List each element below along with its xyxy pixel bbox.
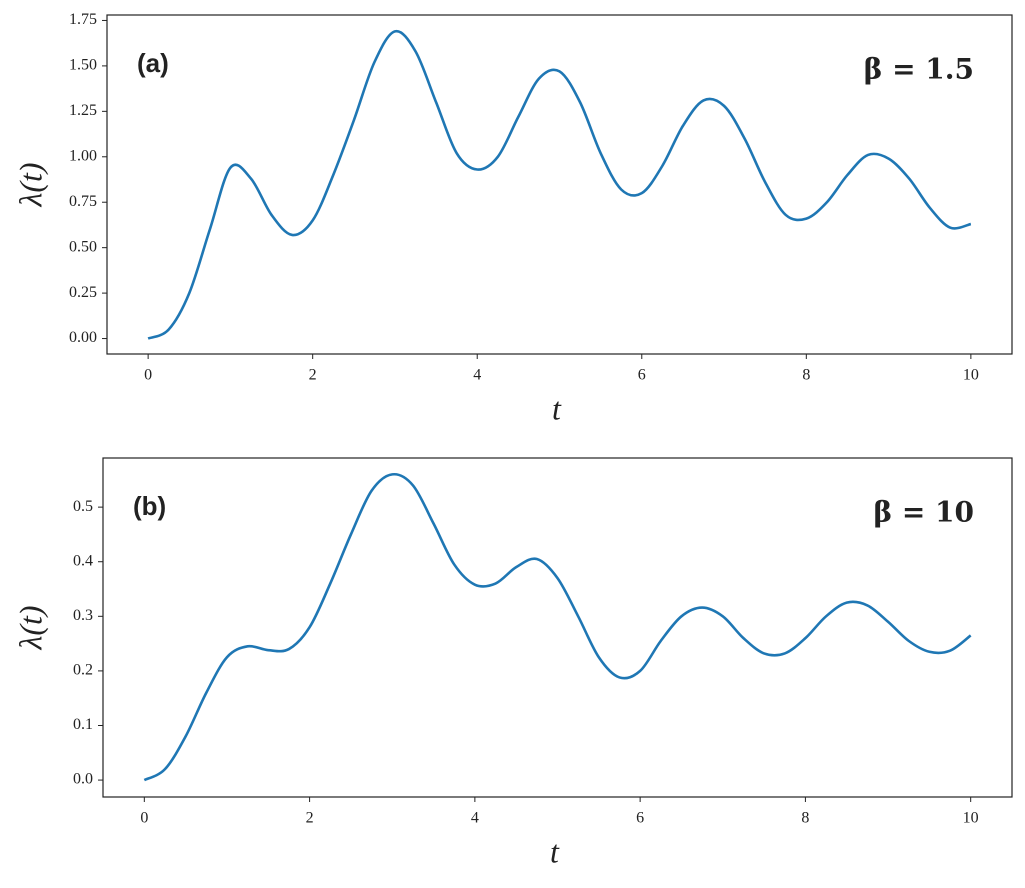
x-axis-label: t [552,390,562,426]
panel-label: (a) [137,48,169,78]
x-tick-label: 6 [636,810,644,827]
parameter-label: β = 1.5 [864,53,974,86]
x-tick-label: 8 [802,367,810,384]
y-tick-label: 0.5 [73,498,93,515]
x-tick-label: 0 [144,367,152,384]
parameter-label: β = 10 [873,496,974,529]
x-axis-label: t [550,833,560,869]
y-tick-label: 0.75 [69,193,97,210]
y-tick-label: 0.0 [73,771,93,788]
x-tick-label: 10 [963,810,979,827]
x-tick-label: 2 [306,810,314,827]
y-tick-label: 0.25 [69,284,97,301]
y-tick-label: 1.00 [69,147,97,164]
x-tick-label: 6 [638,367,646,384]
plot-frame [102,457,1013,798]
x-tick-label: 4 [471,810,479,827]
x-tick-label: 2 [309,367,317,384]
x-tick-label: 0 [140,810,148,827]
x-tick-label: 4 [473,367,481,384]
y-tick-label: 1.75 [69,11,97,28]
y-tick-label: 0.50 [69,238,97,255]
y-axis-label: λ(t) [12,162,48,207]
data-line [147,29,972,340]
panel-label: (b) [133,491,166,521]
x-tick-label: 10 [963,367,979,384]
y-tick-label: 0.2 [73,662,93,679]
y-axis-label: λ(t) [12,605,48,650]
y-tick-label: 0.3 [73,607,93,624]
y-tick-label: 0.4 [73,552,93,569]
y-tick-label: 0.00 [69,329,97,346]
y-tick-label: 0.1 [73,716,93,733]
data-line [143,472,972,782]
x-tick-label: 8 [801,810,809,827]
y-tick-label: 1.50 [69,57,97,74]
y-tick-label: 1.25 [69,102,97,119]
plot-frame [106,14,1013,355]
